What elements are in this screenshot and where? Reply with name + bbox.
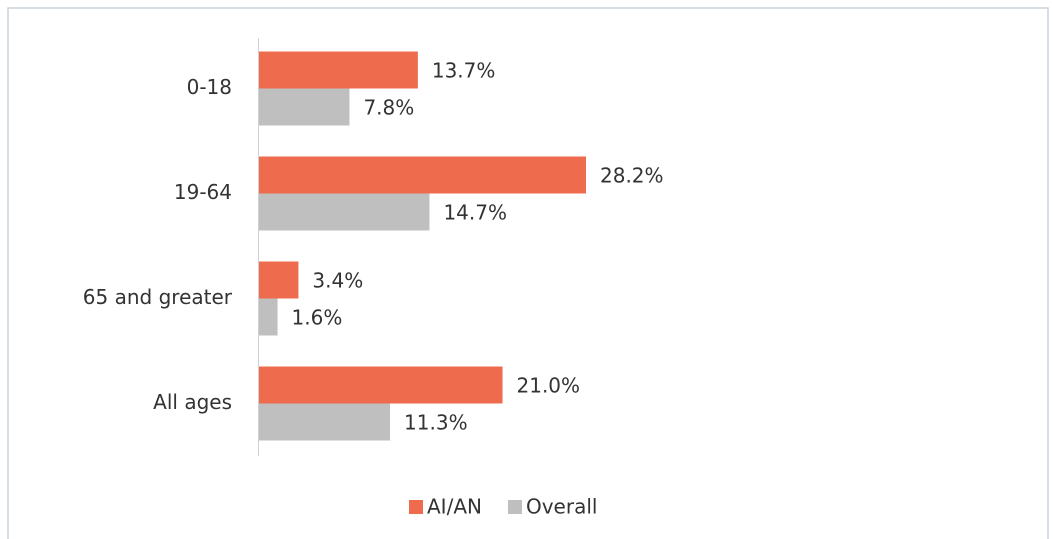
data-label: 14.7% (443, 201, 507, 225)
legend-label: AI/AN (427, 495, 482, 519)
y-tick-label: All ages (153, 390, 232, 414)
legend-swatch (507, 500, 522, 514)
legend-label: Overall (526, 495, 597, 519)
legend-swatch (409, 500, 423, 514)
data-label: 28.2% (600, 164, 664, 188)
bar (259, 88, 350, 126)
bar (259, 193, 430, 231)
data-label: 1.6% (292, 306, 343, 330)
y-tick-label: 0-18 (187, 75, 232, 99)
bar (259, 51, 418, 89)
data-label: 3.4% (312, 269, 363, 293)
bar (259, 403, 391, 441)
y-tick-label: 65 and greater (83, 285, 233, 309)
bar (259, 261, 299, 299)
bar (259, 156, 586, 194)
data-label: 21.0% (517, 374, 581, 398)
bar (259, 298, 278, 336)
data-label: 13.7% (432, 59, 496, 83)
y-tick-label: 19-64 (174, 180, 232, 204)
data-label: 11.3% (404, 411, 468, 435)
bar (259, 366, 503, 404)
data-label: 7.8% (363, 96, 414, 120)
chart-border (7, 7, 1049, 539)
